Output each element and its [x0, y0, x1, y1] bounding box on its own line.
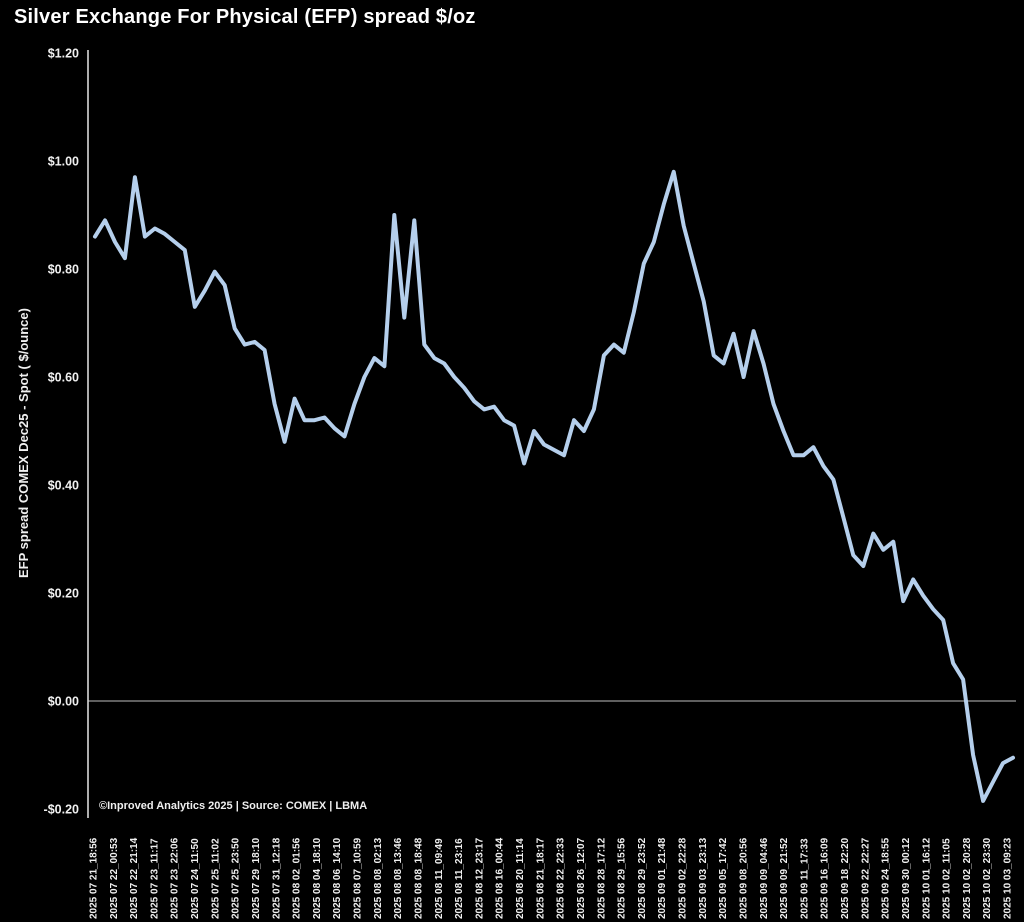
- x-tick-label: 2025 09 09_21:52: [779, 837, 790, 919]
- x-tick-label: 2025 07 22_21:14: [129, 837, 140, 919]
- x-tick-label: 2025 08 11_09:49: [434, 838, 445, 919]
- x-tick-label: 2025 08 08_13:46: [393, 837, 404, 919]
- x-tick-label: 2025 10 01_16:12: [921, 837, 932, 919]
- x-tick-label: 2025 08 07_10:59: [353, 837, 364, 919]
- x-tick-label: 2025 08 08_02:13: [373, 837, 384, 919]
- x-tick-label: 2025 09 09_04:46: [759, 837, 770, 919]
- y-tick-label: $0.20: [48, 587, 79, 601]
- x-tick-label: 2025 10 03_09:23: [1003, 837, 1014, 919]
- x-tick-label: 2025 08 12_23:17: [474, 837, 485, 919]
- x-tick-label: 2025 08 20_11:14: [515, 838, 526, 919]
- x-tick-label: 2025 08 21_18:17: [535, 837, 546, 919]
- x-tick-label: 2025 08 08_18:48: [413, 837, 424, 919]
- x-tick-label: 2025 10 02_20:28: [962, 837, 973, 919]
- x-tick-label: 2025 07 25_11:02: [210, 838, 221, 919]
- x-tick-label: 2025 08 02_01:56: [292, 837, 303, 919]
- x-tick-label: 2025 09 18_22:20: [840, 837, 851, 919]
- x-tick-label: 2025 09 11_17:33: [799, 838, 810, 919]
- x-tick-label: 2025 08 16_00:44: [495, 837, 506, 919]
- x-tick-label: 2025 07 29_18:10: [251, 837, 262, 919]
- x-tick-label: 2025 09 22_22:27: [860, 837, 871, 919]
- attribution-text: ©Inproved Analytics 2025 | Source: COMEX…: [99, 800, 368, 812]
- y-tick-label: $1.20: [48, 47, 79, 61]
- x-tick-label: 2025 09 16_16:09: [820, 837, 831, 919]
- x-tick-label: 2025 08 28_17:12: [596, 837, 607, 919]
- x-tick-label: 2025 09 02_22:28: [678, 837, 689, 919]
- x-tick-label: 2025 07 23_22:06: [170, 837, 181, 919]
- efp-spread-line: [93, 169, 1015, 803]
- y-tick-label: $0.00: [48, 695, 79, 709]
- x-tick-label: 2025 08 06_14:10: [332, 837, 343, 919]
- chart-title: Silver Exchange For Physical (EFP) sprea…: [14, 6, 476, 28]
- y-tick-label: $1.00: [48, 155, 79, 169]
- y-tick-label: $0.40: [48, 479, 79, 493]
- x-tick-label: 2025 08 11_23:16: [454, 838, 465, 919]
- x-tick-label: 2025 08 22_22:33: [556, 837, 567, 919]
- x-tick-label: 2025 07 23_11:17: [149, 838, 160, 919]
- x-tick-label: 2025 09 24_18:55: [881, 837, 892, 919]
- x-tick-label: 2025 07 21_18:56: [89, 837, 100, 919]
- x-tick-label: 2025 08 26_12:07: [576, 837, 587, 919]
- y-tick-label: $0.80: [48, 263, 79, 277]
- x-tick-label: 2025 10 02_23:30: [982, 837, 993, 919]
- x-tick-label: 2025 08 29_15:56: [617, 837, 628, 919]
- x-tick-label: 2025 08 04_18:10: [312, 837, 323, 919]
- y-tick-label: -$0.20: [44, 803, 79, 817]
- x-tick-label: 2025 07 24_11:50: [190, 838, 201, 919]
- x-tick-label: 2025 09 30_00:12: [901, 837, 912, 919]
- x-tick-label: 2025 07 31_12:18: [271, 837, 282, 919]
- x-tick-label: 2025 09 01_21:48: [657, 837, 668, 919]
- x-tick-label: 2025 09 08_20:56: [738, 837, 749, 919]
- x-tick-label: 2025 08 29_23:52: [637, 837, 648, 919]
- x-tick-label: 2025 09 05_17:42: [718, 837, 729, 919]
- x-tick-label: 2025 07 25_23:50: [231, 837, 242, 919]
- y-tick-label: $0.60: [48, 371, 79, 385]
- x-tick-label: 2025 09 03_23:13: [698, 837, 709, 919]
- x-tick-label: 2025 07 22_00:53: [109, 837, 120, 919]
- x-tick-label: 2025 10 02_11:05: [942, 838, 953, 919]
